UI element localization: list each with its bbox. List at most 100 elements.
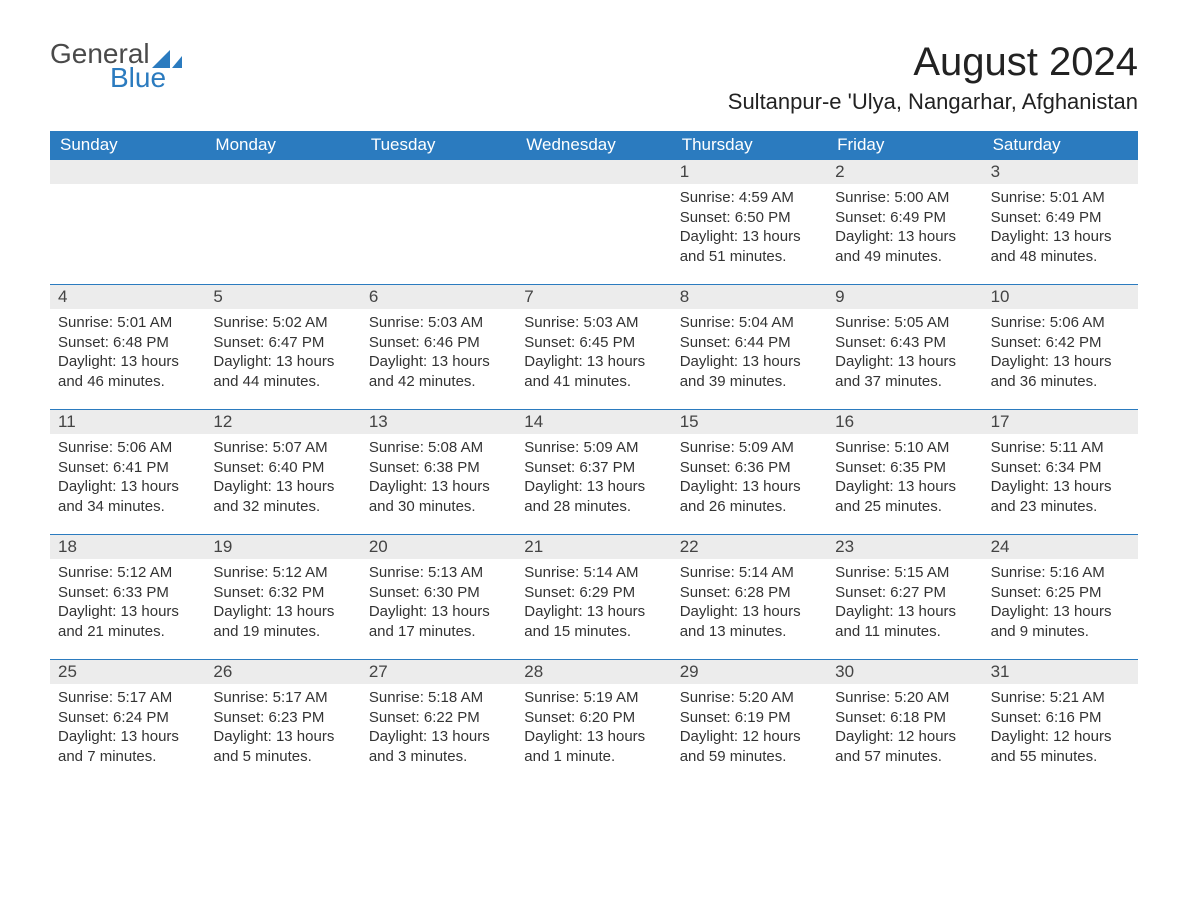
day-details: Sunrise: 4:59 AMSunset: 6:50 PMDaylight:…: [672, 184, 827, 270]
sunrise-text: Sunrise: 5:15 AM: [835, 563, 974, 583]
sunset-text: Sunset: 6:18 PM: [835, 708, 974, 728]
dow-cell: Friday: [827, 131, 982, 159]
sunrise-text: Sunrise: 5:19 AM: [524, 688, 663, 708]
sunrise-text: Sunrise: 5:14 AM: [524, 563, 663, 583]
daylight-text: Daylight: 13 hours and 1 minute.: [524, 727, 663, 766]
day-number: 14: [516, 410, 671, 434]
day-cell: 30Sunrise: 5:20 AMSunset: 6:18 PMDayligh…: [827, 660, 982, 770]
dow-cell: Monday: [205, 131, 360, 159]
sunrise-text: Sunrise: 5:12 AM: [213, 563, 352, 583]
day-cell: 27Sunrise: 5:18 AMSunset: 6:22 PMDayligh…: [361, 660, 516, 770]
day-cell: 26Sunrise: 5:17 AMSunset: 6:23 PMDayligh…: [205, 660, 360, 770]
sunrise-text: Sunrise: 5:20 AM: [835, 688, 974, 708]
day-cell: .: [361, 160, 516, 270]
day-number: 10: [983, 285, 1138, 309]
daylight-text: Daylight: 13 hours and 15 minutes.: [524, 602, 663, 641]
day-number: 15: [672, 410, 827, 434]
day-number: .: [50, 160, 205, 184]
day-cell: 12Sunrise: 5:07 AMSunset: 6:40 PMDayligh…: [205, 410, 360, 520]
day-number: 29: [672, 660, 827, 684]
day-number: 26: [205, 660, 360, 684]
week-row: 25Sunrise: 5:17 AMSunset: 6:24 PMDayligh…: [50, 659, 1138, 770]
daylight-text: Daylight: 13 hours and 36 minutes.: [991, 352, 1130, 391]
week-row: ....1Sunrise: 4:59 AMSunset: 6:50 PMDayl…: [50, 159, 1138, 270]
day-number: 8: [672, 285, 827, 309]
sunrise-text: Sunrise: 5:03 AM: [369, 313, 508, 333]
day-number: 3: [983, 160, 1138, 184]
day-number: .: [516, 160, 671, 184]
sunrise-text: Sunrise: 5:10 AM: [835, 438, 974, 458]
day-details: Sunrise: 5:07 AMSunset: 6:40 PMDaylight:…: [205, 434, 360, 520]
day-cell: 23 Sunrise: 5:15 AMSunset: 6:27 PMDayligh…: [827, 535, 982, 645]
daylight-text: Daylight: 13 hours and 3 minutes.: [369, 727, 508, 766]
daylight-text: Daylight: 13 hours and 9 minutes.: [991, 602, 1130, 641]
day-number: 20: [361, 535, 516, 559]
sunrise-text: Sunrise: 5:11 AM: [991, 438, 1130, 458]
sunrise-text: Sunrise: 5:13 AM: [369, 563, 508, 583]
day-cell: 14Sunrise: 5:09 AMSunset: 6:37 PMDayligh…: [516, 410, 671, 520]
day-cell: 17Sunrise: 5:11 AMSunset: 6:34 PMDayligh…: [983, 410, 1138, 520]
day-number: 22: [672, 535, 827, 559]
day-details: Sunrise: 5:01 AMSunset: 6:48 PMDaylight:…: [50, 309, 205, 395]
sunset-text: Sunset: 6:22 PM: [369, 708, 508, 728]
sunrise-text: Sunrise: 5:20 AM: [680, 688, 819, 708]
day-details: Sunrise: 5:03 AMSunset: 6:46 PMDaylight:…: [361, 309, 516, 395]
daylight-text: Daylight: 13 hours and 11 minutes.: [835, 602, 974, 641]
day-number: 4: [50, 285, 205, 309]
week-row: 4Sunrise: 5:01 AMSunset: 6:48 PMDaylight…: [50, 284, 1138, 395]
sunrise-text: Sunrise: 5:17 AM: [213, 688, 352, 708]
day-cell: 3Sunrise: 5:01 AMSunset: 6:49 PMDaylight…: [983, 160, 1138, 270]
sunset-text: Sunset: 6:32 PM: [213, 583, 352, 603]
sunset-text: Sunset: 6:37 PM: [524, 458, 663, 478]
day-details: Sunrise: 5:11 AMSunset: 6:34 PMDaylight:…: [983, 434, 1138, 520]
daylight-text: Daylight: 13 hours and 41 minutes.: [524, 352, 663, 391]
daylight-text: Daylight: 13 hours and 44 minutes.: [213, 352, 352, 391]
sunrise-text: Sunrise: 5:08 AM: [369, 438, 508, 458]
day-details: [361, 184, 516, 192]
day-cell: 15Sunrise: 5:09 AMSunset: 6:36 PMDayligh…: [672, 410, 827, 520]
day-details: Sunrise: 5:16 AMSunset: 6:25 PMDaylight:…: [983, 559, 1138, 645]
day-number: 12: [205, 410, 360, 434]
day-cell: .: [50, 160, 205, 270]
sunset-text: Sunset: 6:25 PM: [991, 583, 1130, 603]
day-details: Sunrise: 5:10 AMSunset: 6:35 PMDaylight:…: [827, 434, 982, 520]
sunset-text: Sunset: 6:50 PM: [680, 208, 819, 228]
day-number: 6: [361, 285, 516, 309]
header: General Blue August 2024 Sultanpur-e 'Ul…: [50, 40, 1138, 125]
day-details: Sunrise: 5:00 AMSunset: 6:49 PMDaylight:…: [827, 184, 982, 270]
day-details: Sunrise: 5:06 AMSunset: 6:42 PMDaylight:…: [983, 309, 1138, 395]
day-details: Sunrise: 5:21 AMSunset: 6:16 PMDaylight:…: [983, 684, 1138, 770]
day-of-week-row: SundayMondayTuesdayWednesdayThursdayFrid…: [50, 131, 1138, 159]
day-number: 24: [983, 535, 1138, 559]
sunrise-text: Sunrise: 5:04 AM: [680, 313, 819, 333]
day-details: Sunrise: 5:12 AMSunset: 6:32 PMDaylight:…: [205, 559, 360, 645]
day-cell: 25Sunrise: 5:17 AMSunset: 6:24 PMDayligh…: [50, 660, 205, 770]
daylight-text: Daylight: 13 hours and 13 minutes.: [680, 602, 819, 641]
day-number: 5: [205, 285, 360, 309]
sunrise-text: Sunrise: 5:16 AM: [991, 563, 1130, 583]
sunset-text: Sunset: 6:41 PM: [58, 458, 197, 478]
sunset-text: Sunset: 6:23 PM: [213, 708, 352, 728]
daylight-text: Daylight: 13 hours and 23 minutes.: [991, 477, 1130, 516]
day-details: [50, 184, 205, 192]
day-details: Sunrise: 5:14 AMSunset: 6:29 PMDaylight:…: [516, 559, 671, 645]
daylight-text: Daylight: 13 hours and 42 minutes.: [369, 352, 508, 391]
sunset-text: Sunset: 6:34 PM: [991, 458, 1130, 478]
sunset-text: Sunset: 6:48 PM: [58, 333, 197, 353]
day-cell: 5Sunrise: 5:02 AMSunset: 6:47 PMDaylight…: [205, 285, 360, 395]
day-cell: 22Sunrise: 5:14 AMSunset: 6:28 PMDayligh…: [672, 535, 827, 645]
day-number: 23: [827, 535, 982, 559]
sunrise-text: Sunrise: 5:07 AM: [213, 438, 352, 458]
dow-cell: Wednesday: [516, 131, 671, 159]
daylight-text: Daylight: 12 hours and 59 minutes.: [680, 727, 819, 766]
day-details: Sunrise: 5:20 AMSunset: 6:19 PMDaylight:…: [672, 684, 827, 770]
day-number: 31: [983, 660, 1138, 684]
sunset-text: Sunset: 6:27 PM: [835, 583, 974, 603]
day-cell: 13Sunrise: 5:08 AMSunset: 6:38 PMDayligh…: [361, 410, 516, 520]
day-number: 18: [50, 535, 205, 559]
day-cell: 24Sunrise: 5:16 AMSunset: 6:25 PMDayligh…: [983, 535, 1138, 645]
day-number: 27: [361, 660, 516, 684]
daylight-text: Daylight: 13 hours and 30 minutes.: [369, 477, 508, 516]
day-cell: 20Sunrise: 5:13 AMSunset: 6:30 PMDayligh…: [361, 535, 516, 645]
sunrise-text: Sunrise: 5:05 AM: [835, 313, 974, 333]
